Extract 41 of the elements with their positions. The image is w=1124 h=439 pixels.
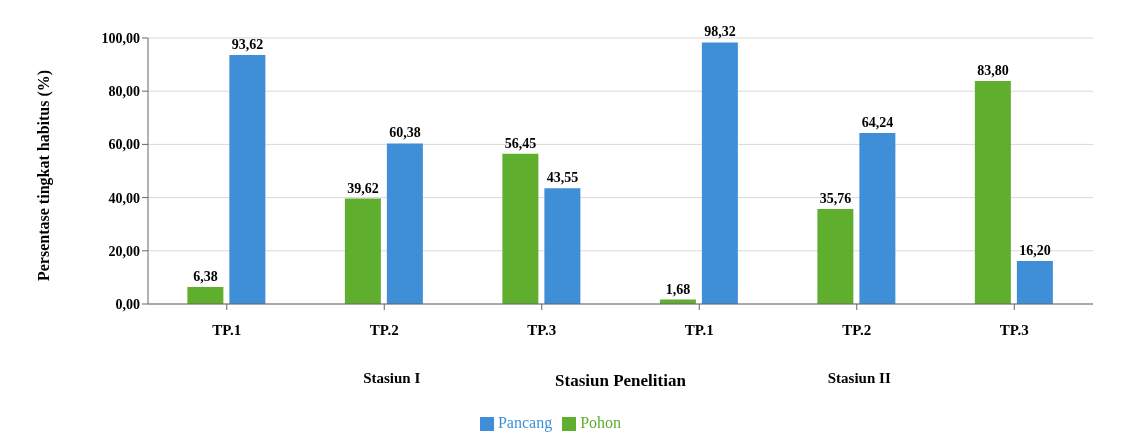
legend-label: Pancang	[497, 414, 553, 431]
x-tick-label: TP.2	[842, 321, 872, 338]
x-tick-label: TP.3	[999, 321, 1029, 338]
data-label: 43,55	[546, 170, 579, 186]
legend-label: Pohon	[580, 414, 622, 431]
data-label: 98,32	[704, 24, 736, 40]
data-label: 83,80	[977, 63, 1009, 79]
text: Stasiun II	[827, 370, 891, 386]
data-label: 35,76	[819, 190, 852, 206]
x-tick-label: TP.1	[684, 321, 714, 338]
data-label: 60,38	[389, 125, 421, 141]
x-tick-label: TP.1	[212, 321, 242, 338]
bar	[974, 81, 1011, 304]
data-label: 39,62	[347, 180, 379, 196]
y-tick-label: 80,00	[108, 84, 140, 100]
y-tick-label: 20,00	[108, 243, 140, 259]
data-label: 64,24	[861, 115, 894, 131]
data-label: 6,38	[193, 269, 218, 285]
data-label: 1,68	[665, 281, 691, 297]
bar	[817, 208, 854, 304]
bar	[1016, 260, 1053, 304]
y-tick-label: 60,00	[108, 137, 140, 153]
bar	[859, 133, 896, 304]
x-axis-title: Stasiun Penelitian	[555, 371, 687, 390]
data-label: 93,62	[231, 36, 264, 52]
bar	[187, 287, 224, 304]
y-tick-label: 100,00	[101, 30, 140, 46]
y-tick-label: 0,00	[115, 296, 140, 312]
x-tick-label: TP.2	[369, 321, 399, 338]
bar	[701, 42, 738, 304]
bar	[386, 143, 423, 304]
y-tick-label: 40,00	[108, 190, 140, 206]
data-label: 56,45	[504, 135, 537, 151]
x-tick-label: TP.3	[527, 321, 557, 338]
bar	[502, 153, 539, 304]
text: Stasiun I	[363, 370, 421, 386]
y-axis-title: Persentase tingkat habitus (%)	[34, 69, 53, 281]
bar	[544, 188, 581, 304]
bar	[344, 198, 381, 304]
data-label: 16,20	[1019, 242, 1051, 258]
bar	[229, 54, 266, 304]
